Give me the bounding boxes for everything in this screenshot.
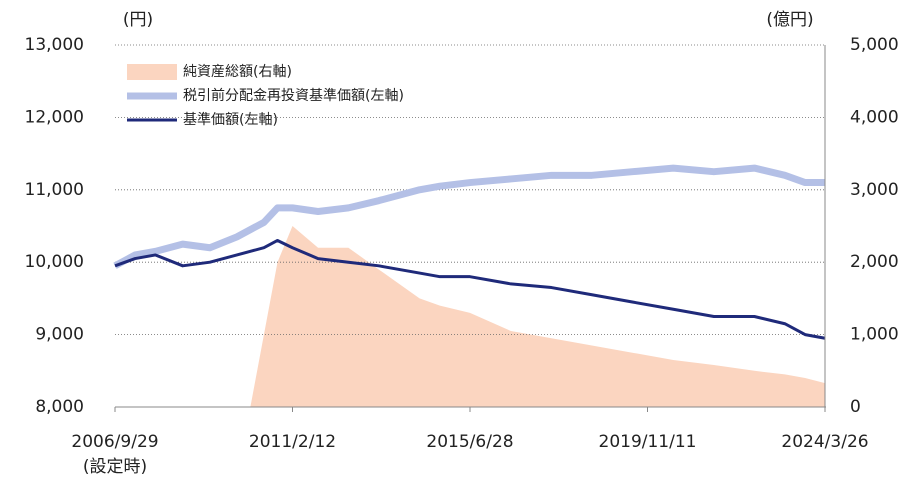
x-tick-label: 2011/2/12	[249, 432, 336, 452]
y-tick-label: 13,000	[25, 35, 84, 55]
x-annotation: (設定時)	[83, 457, 147, 477]
x-tick-label: 2019/11/11	[599, 432, 697, 452]
legend-label: 税引前分配金再投資基準価額(左軸)	[183, 87, 404, 104]
y2-tick-label: 2,000	[850, 252, 899, 272]
y-axis-unit: (円)	[123, 10, 153, 30]
legend-swatch	[127, 64, 177, 80]
y-tick-label: 10,000	[25, 252, 84, 272]
y2-tick-label: 4,000	[850, 107, 899, 127]
y2-tick-label: 0	[850, 397, 861, 417]
legend-label: 基準価額(左軸)	[183, 111, 278, 128]
y-tick-label: 9,000	[35, 325, 84, 345]
y-tick-label: 12,000	[25, 107, 84, 127]
x-tick-label: 2006/9/29	[71, 432, 158, 452]
y2-axis-unit: (億円)	[766, 10, 813, 30]
x-tick-label: 2015/6/28	[426, 432, 513, 452]
line	[113, 164, 825, 269]
y2-tick-label: 1,000	[850, 325, 899, 345]
area	[115, 226, 825, 407]
y-tick-label: 11,000	[25, 180, 84, 200]
y2-tick-label: 3,000	[850, 180, 899, 200]
y-tick-label: 8,000	[35, 397, 84, 417]
x-tick-label: 2024/3/26	[781, 432, 868, 452]
y2-tick-label: 5,000	[850, 35, 899, 55]
line	[114, 238, 826, 340]
legend-label: 純資産総額(右軸)	[183, 64, 292, 80]
